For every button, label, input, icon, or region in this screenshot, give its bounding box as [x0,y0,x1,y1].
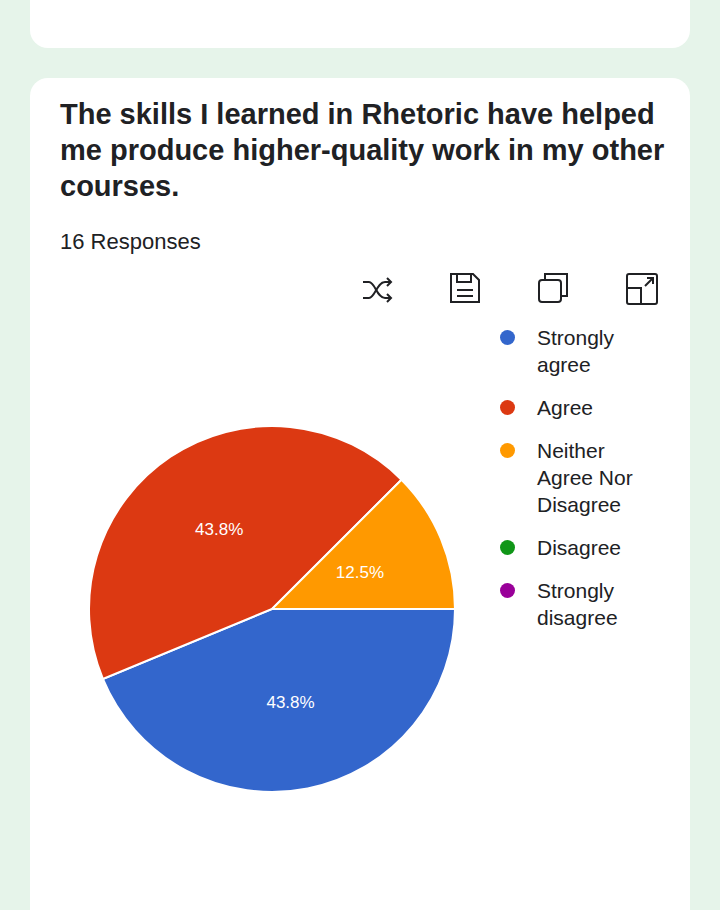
html-text:Strongly agree: Strongly agree [537,326,614,376]
html-text:The skills I learned in Rhetor: The skills I learned in Rhetoric have he… [60,98,665,202]
html-text:Agree: Agree [537,396,593,419]
svg-text:43.8%: 43.8% [266,693,314,712]
html-text:Neither Agree Nor Disagree: Neither Agree Nor Disagree [537,439,633,516]
svg-text:43.8%: 43.8% [195,520,243,539]
html-text:Disagree: Disagree [537,536,621,559]
html-text:16 Responses: 16 Responses [60,229,201,254]
html-text:Strongly disagree: Strongly disagree [537,579,618,629]
svg-text:12.5%: 12.5% [336,563,384,582]
